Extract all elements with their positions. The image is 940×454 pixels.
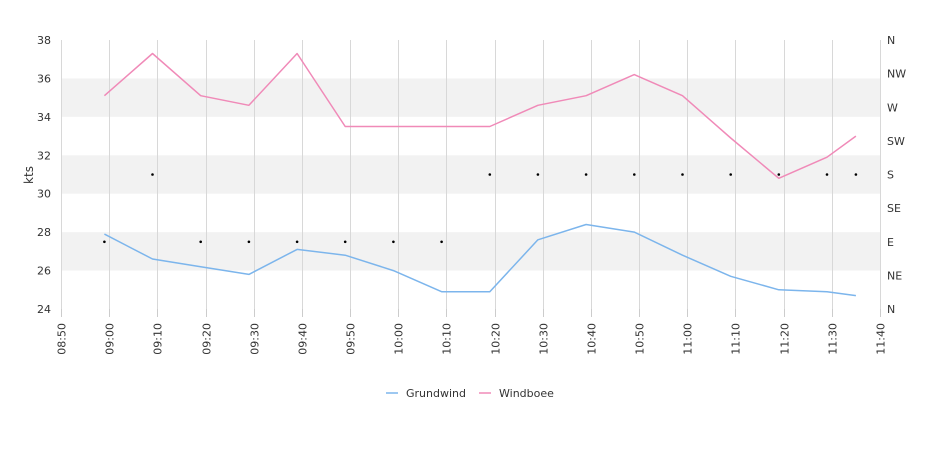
vertical-gridlines [61,40,881,309]
direction-point [584,173,588,176]
x-tick-label: 10:30 [538,323,551,355]
plot-band [61,155,880,194]
x-tick-label: 10:00 [393,323,406,355]
series-line-windboee [103,52,857,180]
y2-tick-label: N [887,303,895,316]
legend-label-windboee: Windboee [499,387,554,400]
direction-point [151,173,154,176]
y2-tick-label: E [887,236,894,249]
direction-point [295,240,299,244]
y2-tick-label: SW [887,135,905,148]
direction-point [681,173,684,176]
direction-point [247,240,251,244]
x-tick-label: 09:40 [297,323,310,355]
y2-tick-label: N [887,34,895,47]
direction-point [103,240,106,244]
x-tick-label: 09:00 [104,323,117,355]
y2-tick-label: NE [887,269,902,282]
direction-point [343,240,347,244]
plot-band [61,78,880,117]
direction-point [199,240,202,244]
x-tick-label: 09:10 [152,323,165,355]
x-tick-label: 11:20 [779,323,792,355]
y-axis-right: N NE E SE S SW W NW N [887,34,906,316]
y-axis-title: kts [22,166,36,184]
x-axis: 08:50 09:00 09:10 09:20 09:30 09:40 09:50 10:00… [56,309,888,355]
x-tick-label: 08:50 [56,323,69,355]
series-line-grundwind [104,223,857,297]
y-tick-label: 26 [37,265,51,278]
y-tick-label: 30 [37,188,51,201]
y2-tick-label: NW [887,68,906,81]
x-tick-label: 11:30 [827,323,840,355]
legend-label-grundwind: Grundwind [406,387,466,400]
y-tick-label: 38 [37,34,51,47]
x-tick-label: 10:20 [490,323,503,355]
x-tick-label: 11:10 [730,323,743,355]
x-tick-label: 09:50 [345,323,358,355]
y-tick-label: 32 [37,149,51,162]
plot-bands [61,78,880,271]
y2-tick-label: SE [887,202,901,215]
y-tick-label: 24 [37,303,51,316]
x-tick-label: 10:40 [586,323,599,355]
direction-point [777,173,781,176]
direction-points [103,173,858,244]
direction-point [392,240,395,244]
y-axis-left: 24 26 28 30 32 34 36 38 [37,34,51,316]
direction-point [825,173,829,176]
y-tick-label: 28 [37,226,51,239]
direction-point [729,173,732,176]
direction-point [633,173,636,176]
y2-tick-label: W [887,101,898,114]
series-lines [103,52,857,297]
x-tick-label: 09:30 [249,323,262,355]
direction-point [536,173,540,176]
y-tick-label: 36 [37,72,51,85]
x-tick-label: 11:40 [875,323,888,355]
y2-tick-label: S [887,169,894,182]
direction-point [854,173,858,176]
legend[interactable]: Grundwind Windboee [386,387,554,400]
x-tick-label: 10:50 [634,323,647,355]
plot-band [61,232,880,271]
y-tick-label: 34 [37,111,51,124]
direction-point [488,173,492,176]
direction-point [440,240,443,244]
x-tick-label: 09:20 [201,323,214,355]
x-tick-label: 11:00 [682,323,695,355]
x-tick-label: 10:10 [441,323,454,355]
